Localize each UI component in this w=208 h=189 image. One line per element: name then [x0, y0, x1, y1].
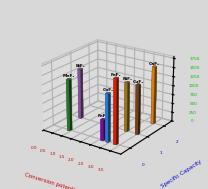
X-axis label: Conversion potential (V): Conversion potential (V) [24, 173, 89, 189]
Y-axis label: Specific Capacity: Specific Capacity [160, 159, 202, 189]
